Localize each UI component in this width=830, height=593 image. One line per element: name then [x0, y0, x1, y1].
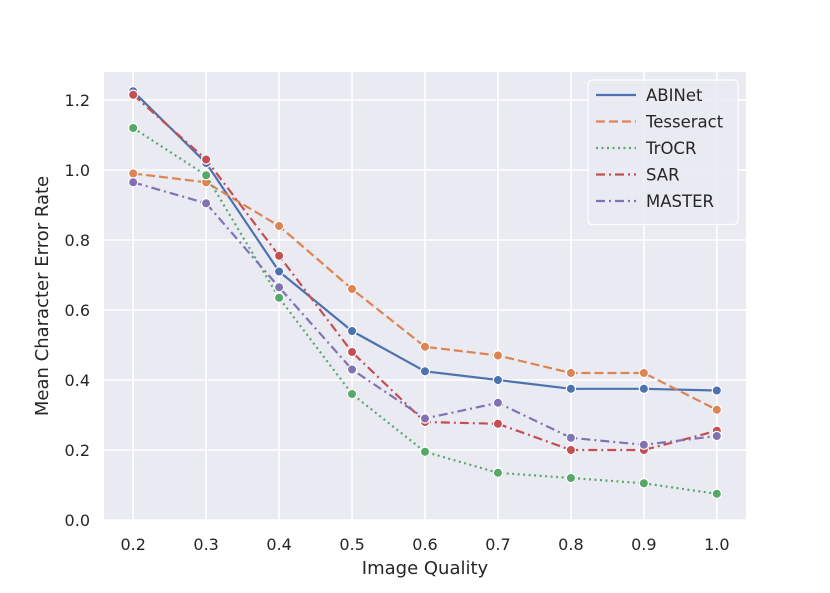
data-point — [711, 404, 723, 415]
legend: ABINet Tesseract TrOCR SAR MASTER — [587, 79, 739, 226]
data-point — [565, 472, 577, 484]
y-tick-label: 1.0 — [65, 161, 90, 180]
data-point — [492, 397, 504, 408]
data-point — [565, 444, 577, 456]
data-point — [346, 388, 358, 400]
data-point — [565, 383, 577, 394]
data-point — [273, 266, 285, 277]
data-point — [273, 250, 285, 261]
legend-label: MASTER — [646, 192, 714, 211]
legend-item: SAR — [596, 166, 680, 185]
data-point — [638, 439, 650, 450]
x-tick-label: 0.9 — [631, 535, 656, 554]
x-tick-label: 0.4 — [266, 535, 291, 554]
data-point — [346, 364, 358, 375]
x-tick-label: 0.7 — [485, 535, 510, 554]
data-point — [273, 292, 285, 303]
y-tick-label: 0.2 — [65, 441, 90, 460]
data-point — [273, 220, 285, 232]
data-point — [638, 478, 650, 489]
series-lines — [127, 86, 723, 499]
legend-label: SAR — [646, 166, 680, 185]
x-tick-label: 0.8 — [558, 535, 583, 554]
y-tick-label: 0.6 — [65, 301, 90, 320]
data-point — [127, 89, 139, 100]
y-tick-label: 0.8 — [65, 231, 90, 250]
legend-label: Tesseract — [645, 113, 724, 132]
data-point — [492, 467, 504, 478]
x-tick-label: 0.5 — [339, 535, 364, 554]
data-point — [711, 385, 723, 396]
data-point — [419, 413, 431, 424]
series-tesseract — [127, 168, 723, 415]
x-tick-label: 1.0 — [704, 535, 729, 554]
data-point — [492, 350, 504, 361]
data-point — [200, 198, 212, 209]
data-point — [711, 430, 723, 442]
legend-item: MASTER — [596, 192, 714, 211]
y-tick-label: 0.4 — [65, 371, 90, 390]
data-point — [565, 367, 577, 379]
series-trocr — [127, 122, 723, 499]
x-axis-label: Image Quality — [362, 558, 489, 579]
data-point — [492, 418, 504, 429]
data-point — [346, 325, 358, 337]
legend-item: ABINet — [596, 86, 703, 105]
y-tick-label: 0.0 — [65, 511, 90, 530]
x-tick-label: 0.2 — [120, 535, 145, 554]
legend-label: ABINet — [646, 86, 703, 105]
data-point — [127, 168, 139, 179]
data-point — [492, 374, 504, 386]
y-axis-label: Mean Character Error Rate — [32, 176, 53, 416]
legend-item: TrOCR — [596, 139, 696, 158]
data-point — [127, 177, 139, 188]
x-tick-label: 0.3 — [193, 535, 218, 554]
data-point — [565, 432, 577, 443]
legend-item: Tesseract — [596, 113, 724, 132]
y-tick-label: 1.2 — [65, 91, 90, 110]
data-point — [200, 154, 212, 165]
data-point — [638, 383, 650, 394]
data-point — [127, 122, 139, 134]
series-master — [127, 177, 723, 450]
data-point — [419, 341, 431, 352]
data-point — [346, 283, 358, 295]
legend-label: TrOCR — [645, 139, 696, 158]
data-point — [419, 446, 431, 457]
data-point — [419, 366, 431, 377]
tick-labels: 0.2 0.3 0.4 0.5 0.6 0.7 0.8 0.9 1.0 0.0 0.2 0.4 0.6 0… — [65, 91, 730, 554]
data-point — [638, 367, 650, 379]
data-point — [200, 170, 212, 181]
data-point — [711, 488, 723, 499]
data-point — [273, 282, 285, 293]
x-tick-label: 0.6 — [412, 535, 437, 554]
data-point — [346, 346, 358, 358]
legend-frame — [587, 79, 739, 226]
